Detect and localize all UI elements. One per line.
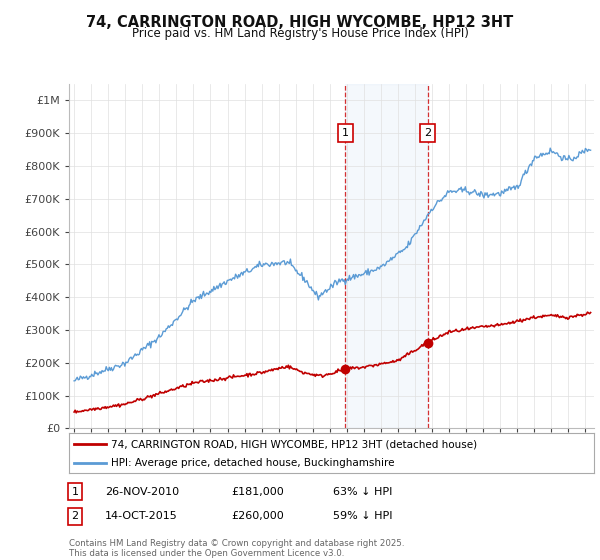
- Text: 63% ↓ HPI: 63% ↓ HPI: [333, 487, 392, 497]
- Text: 26-NOV-2010: 26-NOV-2010: [105, 487, 179, 497]
- Text: 1: 1: [71, 487, 79, 497]
- Text: £181,000: £181,000: [231, 487, 284, 497]
- Text: 74, CARRINGTON ROAD, HIGH WYCOMBE, HP12 3HT: 74, CARRINGTON ROAD, HIGH WYCOMBE, HP12 …: [86, 15, 514, 30]
- Text: 74, CARRINGTON ROAD, HIGH WYCOMBE, HP12 3HT (detached house): 74, CARRINGTON ROAD, HIGH WYCOMBE, HP12 …: [111, 439, 477, 449]
- Text: Price paid vs. HM Land Registry's House Price Index (HPI): Price paid vs. HM Land Registry's House …: [131, 27, 469, 40]
- Text: 14-OCT-2015: 14-OCT-2015: [105, 511, 178, 521]
- Bar: [345, 84, 428, 428]
- Text: £260,000: £260,000: [231, 511, 284, 521]
- Text: HPI: Average price, detached house, Buckinghamshire: HPI: Average price, detached house, Buck…: [111, 458, 395, 468]
- Text: Contains HM Land Registry data © Crown copyright and database right 2025.
This d: Contains HM Land Registry data © Crown c…: [69, 539, 404, 558]
- Text: 2: 2: [424, 128, 431, 138]
- Text: 1: 1: [341, 128, 349, 138]
- Text: 59% ↓ HPI: 59% ↓ HPI: [333, 511, 392, 521]
- Text: 2: 2: [71, 511, 79, 521]
